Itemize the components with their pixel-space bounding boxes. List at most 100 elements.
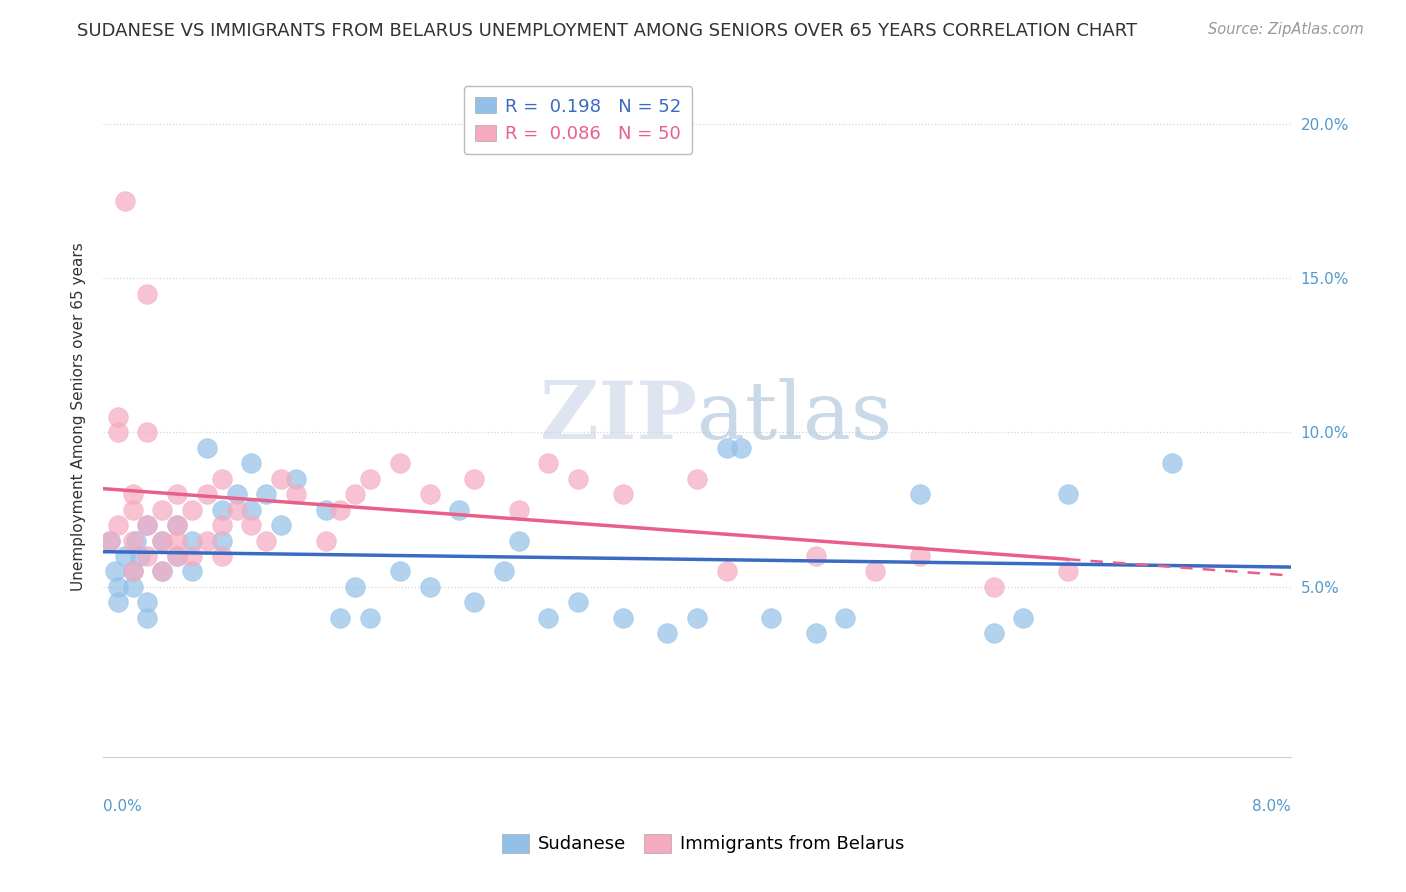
- Point: [121, 580, 143, 594]
- Point: [211, 549, 233, 563]
- Point: [136, 518, 159, 533]
- Point: [129, 549, 152, 563]
- Point: [166, 549, 188, 563]
- Point: [225, 502, 247, 516]
- Point: [1161, 456, 1184, 470]
- Point: [463, 595, 485, 609]
- Point: [908, 487, 931, 501]
- Point: [1057, 487, 1080, 501]
- Point: [804, 626, 827, 640]
- Point: [388, 456, 411, 470]
- Point: [121, 565, 143, 579]
- Point: [537, 456, 560, 470]
- Point: [181, 533, 204, 548]
- Text: atlas: atlas: [697, 378, 891, 456]
- Point: [150, 502, 173, 516]
- Point: [419, 580, 441, 594]
- Point: [612, 610, 634, 624]
- Point: [537, 610, 560, 624]
- Point: [166, 549, 188, 563]
- Point: [107, 425, 129, 440]
- Point: [344, 580, 367, 594]
- Point: [240, 518, 263, 533]
- Point: [270, 518, 292, 533]
- Text: 8.0%: 8.0%: [1251, 799, 1291, 814]
- Point: [107, 518, 129, 533]
- Point: [107, 580, 129, 594]
- Point: [136, 549, 159, 563]
- Point: [121, 565, 143, 579]
- Point: [166, 487, 188, 501]
- Point: [254, 533, 277, 548]
- Point: [284, 487, 307, 501]
- Point: [195, 487, 218, 501]
- Point: [150, 565, 173, 579]
- Point: [463, 472, 485, 486]
- Point: [124, 533, 146, 548]
- Point: [388, 565, 411, 579]
- Point: [359, 610, 381, 624]
- Point: [240, 502, 263, 516]
- Point: [716, 441, 738, 455]
- Point: [359, 472, 381, 486]
- Point: [211, 518, 233, 533]
- Point: [166, 518, 188, 533]
- Point: [315, 502, 337, 516]
- Point: [211, 472, 233, 486]
- Point: [121, 487, 143, 501]
- Point: [419, 487, 441, 501]
- Point: [181, 549, 204, 563]
- Point: [655, 626, 678, 640]
- Point: [983, 580, 1005, 594]
- Point: [98, 533, 121, 548]
- Point: [804, 549, 827, 563]
- Point: [270, 472, 292, 486]
- Point: [492, 565, 515, 579]
- Point: [107, 410, 129, 425]
- Point: [150, 533, 173, 548]
- Point: [181, 565, 204, 579]
- Text: 0.0%: 0.0%: [103, 799, 142, 814]
- Point: [225, 487, 247, 501]
- Point: [136, 518, 159, 533]
- Text: Source: ZipAtlas.com: Source: ZipAtlas.com: [1208, 22, 1364, 37]
- Point: [114, 549, 136, 563]
- Point: [284, 472, 307, 486]
- Point: [329, 610, 352, 624]
- Point: [759, 610, 782, 624]
- Point: [181, 502, 204, 516]
- Point: [136, 610, 159, 624]
- Point: [150, 533, 173, 548]
- Point: [211, 502, 233, 516]
- Point: [716, 565, 738, 579]
- Point: [195, 441, 218, 455]
- Point: [166, 518, 188, 533]
- Text: ZIP: ZIP: [540, 378, 697, 456]
- Point: [211, 533, 233, 548]
- Point: [136, 595, 159, 609]
- Point: [150, 565, 173, 579]
- Point: [508, 502, 530, 516]
- Point: [834, 610, 856, 624]
- Legend: Sudanese, Immigrants from Belarus: Sudanese, Immigrants from Belarus: [495, 827, 911, 861]
- Point: [240, 456, 263, 470]
- Point: [121, 502, 143, 516]
- Point: [983, 626, 1005, 640]
- Point: [449, 502, 471, 516]
- Point: [1012, 610, 1035, 624]
- Point: [107, 595, 129, 609]
- Point: [344, 487, 367, 501]
- Point: [863, 565, 886, 579]
- Point: [98, 533, 121, 548]
- Point: [908, 549, 931, 563]
- Point: [121, 533, 143, 548]
- Point: [136, 425, 159, 440]
- Point: [1057, 565, 1080, 579]
- Point: [508, 533, 530, 548]
- Point: [254, 487, 277, 501]
- Legend: R =  0.198   N = 52, R =  0.086   N = 50: R = 0.198 N = 52, R = 0.086 N = 50: [464, 87, 692, 153]
- Point: [612, 487, 634, 501]
- Text: SUDANESE VS IMMIGRANTS FROM BELARUS UNEMPLOYMENT AMONG SENIORS OVER 65 YEARS COR: SUDANESE VS IMMIGRANTS FROM BELARUS UNEM…: [77, 22, 1137, 40]
- Point: [329, 502, 352, 516]
- Point: [114, 194, 136, 208]
